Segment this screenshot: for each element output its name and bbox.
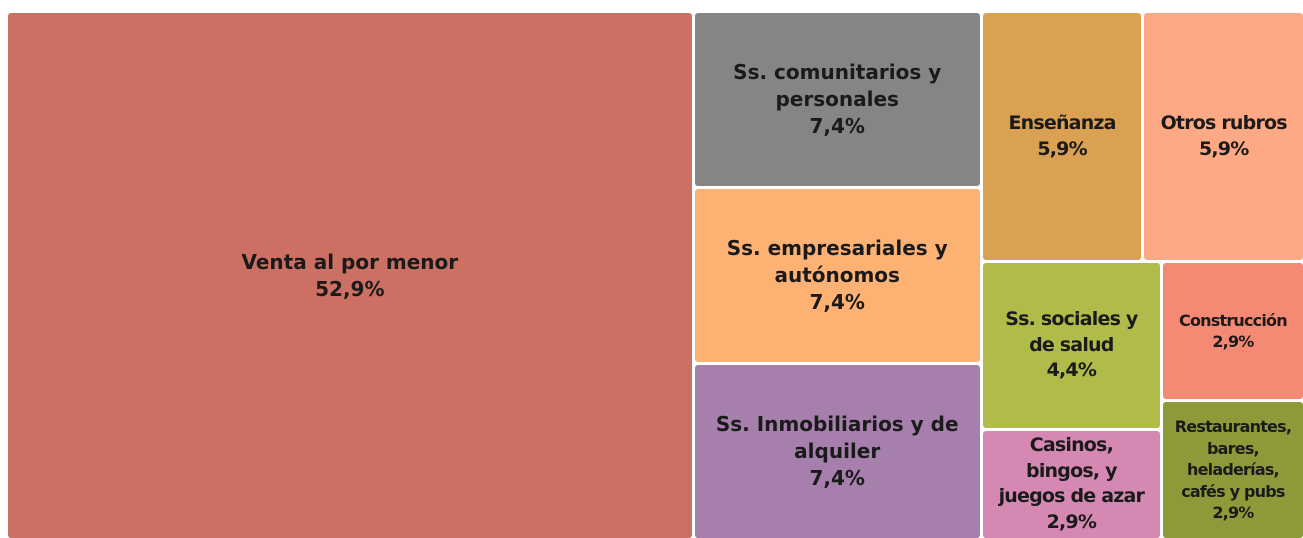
tile: Ss. sociales y de salud 4,4% (982, 263, 1160, 428)
tile-label: Restaurantes, bares, heladerías, cafés y… (1174, 417, 1292, 501)
tile-value: 5,9% (1198, 137, 1249, 160)
tile-value: 5,9% (1037, 137, 1087, 160)
tile-label: Ss. comunitarios y personales (733, 60, 942, 111)
tile-value: 2,9% (1212, 332, 1254, 352)
tile-value: 4,4% (1046, 359, 1097, 382)
tile: Otros rubros 5,9% (1144, 13, 1303, 261)
tile-value: 7,4% (809, 290, 865, 314)
tile-value: 7,4% (809, 466, 865, 490)
tile: Enseñanza 5,9% (982, 13, 1142, 261)
tile: Venta al por menor 52,9% (8, 13, 692, 538)
tile-label: Ss. empresariales y autónomos (726, 236, 948, 287)
tile: Ss. empresariales y autónomos 7,4% (694, 189, 980, 362)
tile-label: Ss. Inmobiliarios y de alquiler (715, 412, 959, 463)
tile: Construcción 2,9% (1162, 263, 1303, 400)
tile: Ss. comunitarios y personales 7,4% (694, 13, 980, 186)
tile-value: 7,4% (809, 114, 865, 138)
tile: Ss. Inmobiliarios y de alquiler 7,4% (694, 365, 980, 538)
tile-value: 2,9% (1046, 510, 1097, 533)
tile-label: Otros rubros (1160, 111, 1288, 134)
tile-label: Venta al por menor (241, 249, 459, 274)
tile: Restaurantes, bares, heladerías, cafés y… (1162, 402, 1303, 538)
tile-value: 2,9% (1212, 503, 1254, 523)
tile-label: Enseñanza (1008, 111, 1116, 134)
tile-value: 52,9% (315, 276, 385, 301)
tile-label: Construcción (1179, 310, 1288, 330)
tile: Casinos, bingos, y juegos de azar 2,9% (982, 430, 1160, 538)
tile-label: Ss. sociales y de salud (1005, 307, 1138, 356)
tile-label: Casinos, bingos, y juegos de azar (998, 434, 1145, 508)
